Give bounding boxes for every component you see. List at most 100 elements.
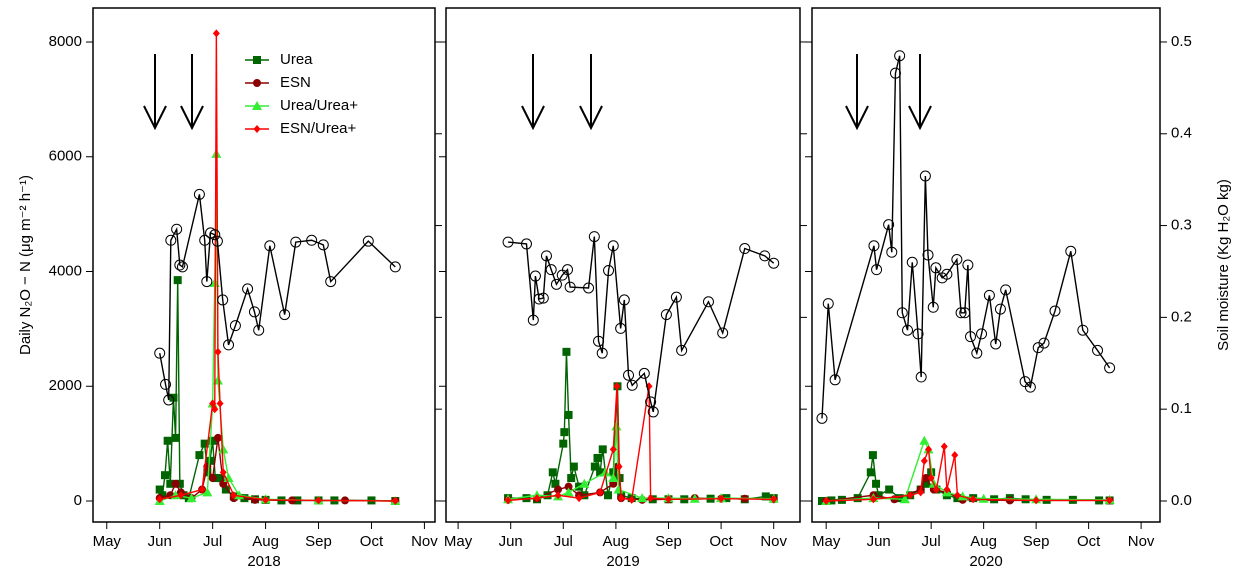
marker-open-circle xyxy=(529,270,541,282)
marker-open-circle xyxy=(676,344,688,356)
marker-triangle xyxy=(218,444,229,454)
marker-square xyxy=(208,436,217,445)
marker-circle xyxy=(208,474,217,483)
marker-open-circle xyxy=(163,394,175,406)
marker-open-circle xyxy=(279,309,291,321)
x-axis-title: 2020 xyxy=(969,553,1002,570)
x-tick-label: Jun xyxy=(867,533,891,550)
marker-open-circle xyxy=(955,307,967,319)
marker-open-circle xyxy=(912,328,924,340)
marker-square xyxy=(203,468,212,477)
marker-triangle xyxy=(600,467,611,477)
marker-open-circle xyxy=(160,378,172,390)
marker-triangle xyxy=(978,493,989,503)
marker-diamond xyxy=(615,462,623,471)
marker-open-circle xyxy=(759,250,771,262)
series-line xyxy=(159,33,396,502)
marker-open-circle xyxy=(871,264,883,276)
arrow xyxy=(143,54,167,131)
marker-open-circle xyxy=(816,412,828,424)
marker-open-circle xyxy=(1077,324,1089,336)
marker-open-circle xyxy=(264,240,276,252)
marker-open-circle xyxy=(596,347,608,359)
plot-frame xyxy=(445,7,801,523)
marker-diamond xyxy=(177,491,185,500)
marker-open-circle xyxy=(253,324,265,336)
plot-frame xyxy=(811,7,1161,523)
legend-label: Urea xyxy=(280,51,313,68)
marker-diamond xyxy=(925,445,933,454)
marker-square xyxy=(560,428,569,437)
marker-open-circle xyxy=(927,301,939,313)
marker-open-circle xyxy=(564,281,576,293)
legend-marker xyxy=(252,101,262,110)
x-tick-label: Jul xyxy=(203,533,222,550)
marker-open-circle xyxy=(537,292,549,304)
x-axis-title: 2019 xyxy=(606,553,639,570)
x-tick-label: Sep xyxy=(655,533,682,550)
marker-open-circle xyxy=(615,322,627,334)
series-line xyxy=(508,351,774,500)
marker-circle xyxy=(921,474,930,483)
legend-label: ESN/Urea+ xyxy=(280,120,357,137)
x-tick-label: Aug xyxy=(603,533,630,550)
marker-diamond xyxy=(212,29,220,38)
marker-open-circle xyxy=(1049,305,1061,317)
y-tick-label: 2000 xyxy=(49,377,82,394)
marker-square xyxy=(580,491,589,500)
marker-open-circle xyxy=(533,293,545,305)
marker-square xyxy=(173,276,182,285)
marker-open-circle xyxy=(739,243,751,255)
marker-diamond xyxy=(617,494,625,503)
x-tick-label: Aug xyxy=(970,533,997,550)
series-line xyxy=(159,153,396,502)
series-line xyxy=(821,55,1111,419)
marker-open-circle xyxy=(165,234,177,246)
marker-diamond xyxy=(953,491,961,500)
marker-open-circle xyxy=(962,259,974,271)
marker-diamond xyxy=(920,456,928,465)
x-tick-label: Oct xyxy=(360,533,384,550)
marker-diamond xyxy=(969,495,977,504)
arrow xyxy=(908,54,932,131)
series-line xyxy=(508,386,774,502)
marker-square xyxy=(921,479,930,488)
marker-open-circle xyxy=(915,371,927,383)
marker-square xyxy=(221,485,230,494)
marker-square xyxy=(166,479,175,488)
marker-diamond xyxy=(940,442,948,451)
marker-open-circle xyxy=(983,289,995,301)
marker-open-circle xyxy=(201,276,213,288)
y2-tick-label: 0.1 xyxy=(1171,400,1192,417)
marker-open-circle xyxy=(603,265,615,277)
marker-open-circle xyxy=(647,406,659,418)
marker-diamond xyxy=(943,485,951,494)
arrow xyxy=(180,54,204,131)
marker-open-circle xyxy=(593,335,605,347)
marker-open-circle xyxy=(242,283,254,295)
marker-open-circle xyxy=(588,231,600,243)
marker-open-circle xyxy=(540,250,552,262)
marker-open-circle xyxy=(223,339,235,351)
y2-tick-label: 0.2 xyxy=(1171,308,1192,325)
marker-diamond xyxy=(917,488,925,497)
marker-open-circle xyxy=(211,235,223,247)
marker-square xyxy=(163,436,172,445)
marker-open-circle xyxy=(976,328,988,340)
marker-triangle xyxy=(611,421,622,431)
marker-square xyxy=(874,491,883,500)
marker-open-circle xyxy=(886,246,898,258)
marker-square xyxy=(590,462,599,471)
marker-open-circle xyxy=(994,303,1006,315)
legend-marker xyxy=(253,79,261,87)
marker-open-circle xyxy=(1092,344,1104,356)
marker-open-circle xyxy=(1024,381,1036,393)
marker-square xyxy=(564,410,573,419)
marker-square xyxy=(598,445,607,454)
y2-tick-label: 0.5 xyxy=(1171,33,1192,50)
marker-square xyxy=(868,451,877,460)
marker-diamond xyxy=(214,347,222,356)
marker-diamond xyxy=(211,405,219,414)
marker-triangle xyxy=(202,487,213,497)
series-line xyxy=(159,194,396,401)
